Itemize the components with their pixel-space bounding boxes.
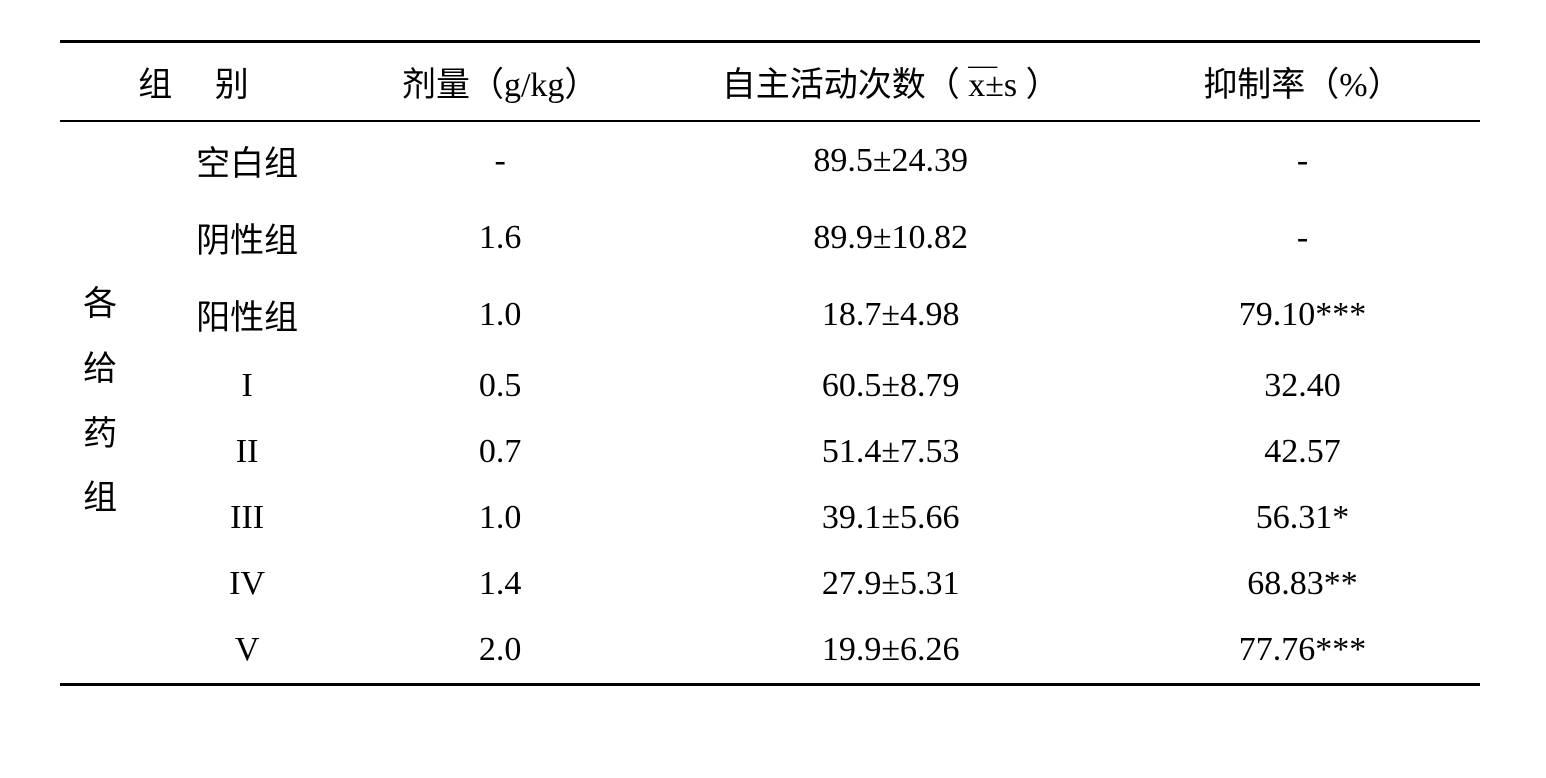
cell-group: 阳性组 <box>140 276 344 353</box>
cell-activity: 39.1±5.66 <box>656 485 1125 551</box>
table-row: 各 给 药 组 空白组 - 89.5±24.39 - <box>60 121 1480 199</box>
cell-group: 空白组 <box>140 121 344 199</box>
table-row: IV 1.4 27.9±5.31 68.83** <box>60 551 1480 617</box>
cell-dose: 1.0 <box>344 276 656 353</box>
cell-dose: 0.7 <box>344 419 656 485</box>
header-dose: 剂量（g/kg） <box>344 42 656 122</box>
cell-rate: 79.10*** <box>1125 276 1480 353</box>
header-group: 组 别 <box>60 42 344 122</box>
cell-activity: 51.4±7.53 <box>656 419 1125 485</box>
header-row: 组 别 剂量（g/kg） 自主活动次数（ — x ±s ） 抑制率（%） <box>60 42 1480 122</box>
cell-group: IV <box>140 551 344 617</box>
data-table-container: 组 别 剂量（g/kg） 自主活动次数（ — x ±s ） 抑制率（%） 各 给… <box>60 40 1480 686</box>
header-activity: 自主活动次数（ — x ±s ） <box>656 42 1125 122</box>
table-row: I 0.5 60.5±8.79 32.40 <box>60 353 1480 419</box>
cell-rate: 56.31* <box>1125 485 1480 551</box>
cell-dose: 1.0 <box>344 485 656 551</box>
overline-bar: — <box>968 58 985 72</box>
cell-rate: 42.57 <box>1125 419 1480 485</box>
header-group-text: 组 别 <box>138 67 266 104</box>
cell-dose: 1.6 <box>344 199 656 276</box>
table-row: V 2.0 19.9±6.26 77.76*** <box>60 617 1480 685</box>
cell-rate: - <box>1125 121 1480 199</box>
cell-group: I <box>140 353 344 419</box>
cell-activity: 60.5±8.79 <box>656 353 1125 419</box>
cell-activity: 89.9±10.82 <box>656 199 1125 276</box>
header-rate: 抑制率（%） <box>1125 42 1480 122</box>
table-row: 阴性组 1.6 89.9±10.82 - <box>60 199 1480 276</box>
table-row: II 0.7 51.4±7.53 42.57 <box>60 419 1480 485</box>
cell-group: II <box>140 419 344 485</box>
cell-activity: 89.5±24.39 <box>656 121 1125 199</box>
cell-activity: 19.9±6.26 <box>656 617 1125 685</box>
cell-rate: 77.76*** <box>1125 617 1480 685</box>
cell-dose: 1.4 <box>344 551 656 617</box>
xbar-symbol: — x <box>968 67 985 105</box>
side-label: 各 给 药 组 <box>60 121 140 685</box>
cell-dose: 0.5 <box>344 353 656 419</box>
cell-group: III <box>140 485 344 551</box>
cell-dose: 2.0 <box>344 617 656 685</box>
table-row: 阳性组 1.0 18.7±4.98 79.10*** <box>60 276 1480 353</box>
table-row: III 1.0 39.1±5.66 56.31* <box>60 485 1480 551</box>
cell-group: 阴性组 <box>140 199 344 276</box>
cell-rate: 68.83** <box>1125 551 1480 617</box>
cell-dose: - <box>344 121 656 199</box>
cell-group: V <box>140 617 344 685</box>
data-table: 组 别 剂量（g/kg） 自主活动次数（ — x ±s ） 抑制率（%） 各 给… <box>60 40 1480 686</box>
cell-rate: 32.40 <box>1125 353 1480 419</box>
header-activity-prefix: 自主活动次数（ <box>722 67 960 104</box>
cell-activity: 18.7±4.98 <box>656 276 1125 353</box>
cell-activity: 27.9±5.31 <box>656 551 1125 617</box>
cell-rate: - <box>1125 199 1480 276</box>
